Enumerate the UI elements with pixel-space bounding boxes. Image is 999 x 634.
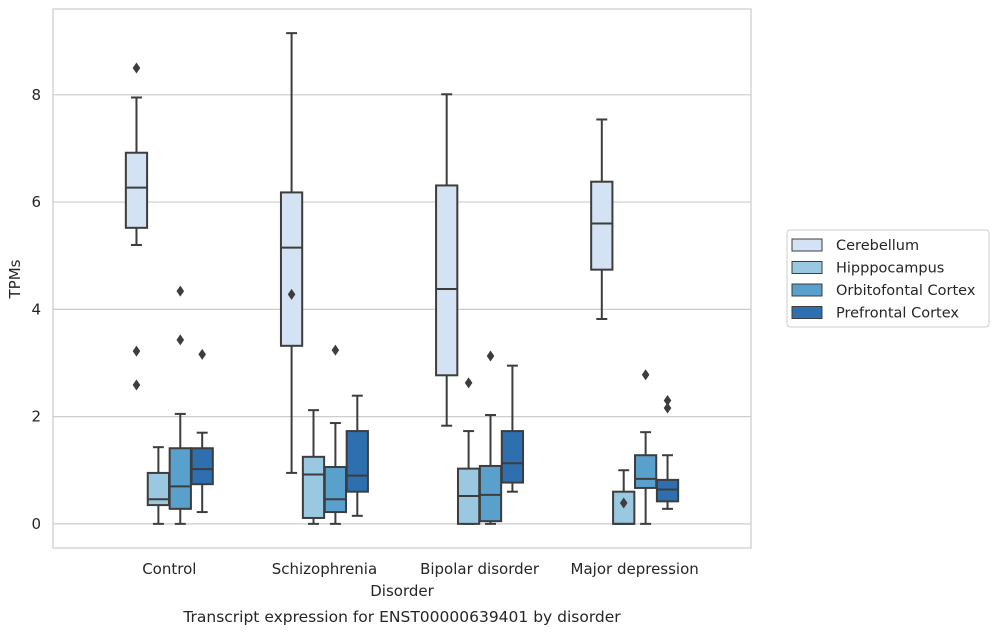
box [612,469,636,525]
box [456,377,481,525]
legend-label: Hipppocampus [836,261,944,277]
y-tick-labels: 0 2 4 6 8 [31,86,41,533]
y-tick-label: 6 [31,193,41,211]
outlier-point [176,334,185,346]
outlier-point [287,288,296,300]
box-body [590,180,614,271]
box [633,369,658,525]
y-tick-label: 8 [31,86,41,104]
outlier-point [619,497,628,509]
box [323,344,348,525]
box-body [345,430,369,493]
box [146,446,171,525]
outlier-point [464,377,473,389]
legend-swatch [791,306,823,319]
outlier-point [132,345,141,357]
box [478,350,503,525]
box-body [323,466,348,514]
outlier-point [176,285,185,297]
box-body [655,478,680,503]
box-body [633,454,658,489]
box-body [124,151,149,229]
box [435,93,459,427]
legend-swatch [791,261,823,274]
box-body [146,471,171,507]
box-body [190,447,214,486]
box [500,364,525,493]
y-tick-label: 4 [31,300,41,318]
x-axis-label: Disorder [370,582,434,600]
plot-frame [52,8,752,549]
outlier-point [641,369,650,381]
x-tick-label: Major depression [571,560,699,578]
outlier-point [132,379,141,391]
box [590,118,614,320]
box [655,395,680,510]
outlier-point [663,395,672,407]
legend-label: Cerebellum [836,238,919,254]
y-tick-label: 2 [31,408,41,426]
legend-label: Orbitofontal Cortex [836,283,976,299]
boxes [124,32,680,525]
legend-label: Prefrontal Cortex [836,306,959,322]
outlier-point [331,344,340,356]
outlier-point [198,348,206,360]
box [190,348,214,514]
box-body [279,191,304,347]
box-body [301,455,326,519]
box [301,409,326,525]
y-tick-label: 0 [31,515,41,533]
y-axis-label: TPMs [6,259,24,299]
box-body [500,430,525,484]
chart-caption: Transcript expression for ENST0000063940… [182,608,621,626]
legend: Cerebellum Hipppocampus Orbitofontal Corte… [786,229,990,328]
box-body [168,447,192,510]
box-body [478,464,503,523]
x-tick-label: Bipolar disorder [420,560,540,578]
outlier-point [663,402,672,414]
x-tick-label: Schizophrenia [272,560,377,578]
outlier-point [132,62,141,74]
box [168,285,192,525]
box [124,62,149,391]
box [345,394,369,517]
legend-swatch [791,283,823,297]
x-tick-labels: Control Schizophrenia Bipolar disorder Majo… [142,560,699,578]
x-tick-label: Control [142,560,196,578]
legend-swatch [791,238,823,252]
box-body [435,184,459,377]
legend-frame [786,229,990,328]
outlier-point [486,350,495,362]
box [279,32,304,474]
